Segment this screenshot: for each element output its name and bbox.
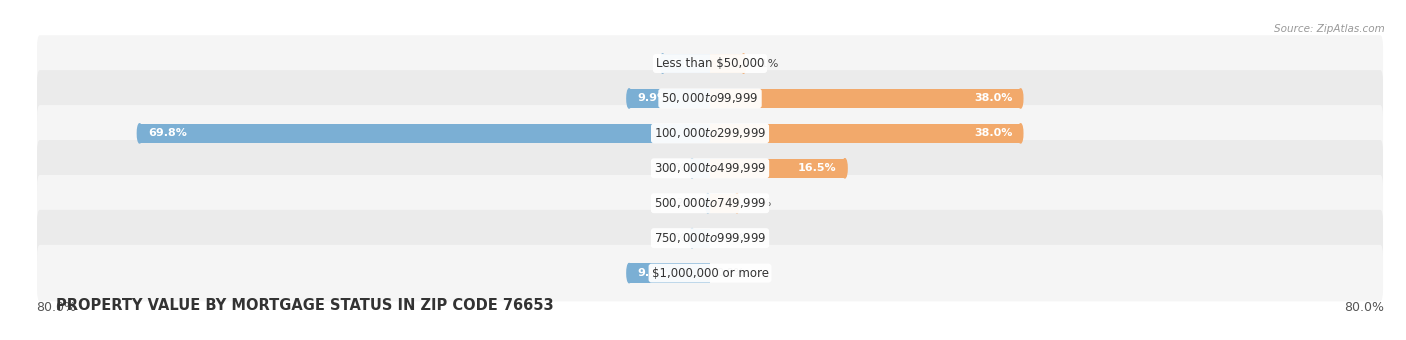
Text: 2.2%: 2.2% [657, 233, 686, 243]
Circle shape [1018, 124, 1022, 143]
FancyBboxPatch shape [37, 70, 1384, 127]
Bar [710, 54, 744, 73]
Bar [710, 124, 1021, 143]
Text: 38.0%: 38.0% [974, 129, 1012, 138]
Bar [707, 193, 710, 213]
Circle shape [138, 124, 142, 143]
Bar [692, 159, 710, 178]
Text: 2.2%: 2.2% [657, 163, 686, 173]
FancyBboxPatch shape [37, 105, 1384, 162]
Text: Less than $50,000: Less than $50,000 [655, 57, 765, 70]
Circle shape [706, 193, 710, 213]
Text: 0.27%: 0.27% [666, 198, 702, 208]
Circle shape [661, 54, 665, 73]
Text: Source: ZipAtlas.com: Source: ZipAtlas.com [1274, 24, 1385, 34]
Text: 9.9%: 9.9% [637, 268, 668, 278]
FancyBboxPatch shape [37, 210, 1384, 267]
Legend: Without Mortgage, With Mortgage: Without Mortgage, With Mortgage [581, 339, 839, 340]
Circle shape [735, 193, 740, 213]
Text: $300,000 to $499,999: $300,000 to $499,999 [654, 161, 766, 175]
Circle shape [1018, 89, 1022, 108]
Bar [710, 159, 845, 178]
Circle shape [627, 264, 631, 283]
Text: 69.8%: 69.8% [148, 129, 187, 138]
Bar [710, 89, 1021, 108]
Text: 9.9%: 9.9% [637, 94, 668, 103]
Circle shape [690, 159, 695, 178]
Text: $1,000,000 or more: $1,000,000 or more [651, 267, 769, 279]
Bar [628, 264, 710, 283]
Bar [628, 89, 710, 108]
Circle shape [627, 89, 631, 108]
Circle shape [842, 159, 848, 178]
Bar [692, 228, 710, 248]
Text: PROPERTY VALUE BY MORTGAGE STATUS IN ZIP CODE 76653: PROPERTY VALUE BY MORTGAGE STATUS IN ZIP… [56, 298, 554, 313]
Text: $500,000 to $749,999: $500,000 to $749,999 [654, 196, 766, 210]
Text: 38.0%: 38.0% [974, 94, 1012, 103]
Text: 4.1%: 4.1% [749, 58, 779, 68]
Text: 16.5%: 16.5% [799, 163, 837, 173]
Text: $100,000 to $299,999: $100,000 to $299,999 [654, 126, 766, 140]
Text: 0.0%: 0.0% [717, 268, 745, 278]
Bar [710, 193, 737, 213]
Text: 3.3%: 3.3% [744, 198, 772, 208]
FancyBboxPatch shape [37, 175, 1384, 232]
FancyBboxPatch shape [37, 245, 1384, 301]
Circle shape [690, 228, 695, 248]
Text: $50,000 to $99,999: $50,000 to $99,999 [661, 91, 759, 105]
FancyBboxPatch shape [37, 140, 1384, 197]
Text: 0.0%: 0.0% [717, 233, 745, 243]
Circle shape [741, 54, 745, 73]
Bar [662, 54, 710, 73]
FancyBboxPatch shape [37, 35, 1384, 92]
Text: 5.8%: 5.8% [671, 58, 702, 68]
Bar [139, 124, 710, 143]
Text: $750,000 to $999,999: $750,000 to $999,999 [654, 231, 766, 245]
